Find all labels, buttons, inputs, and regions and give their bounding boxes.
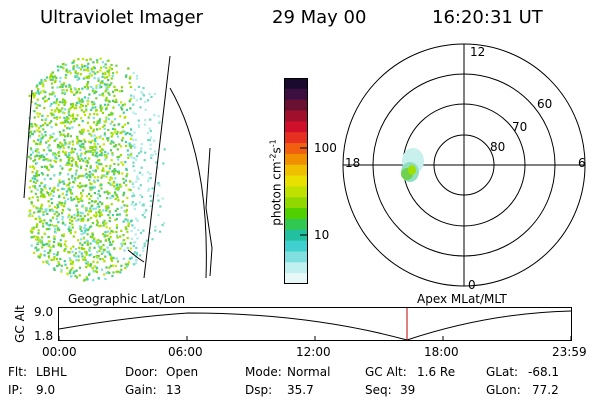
colorbar-swatch xyxy=(284,273,308,284)
instrument-title: Ultraviolet Imager xyxy=(40,7,203,28)
door-key: Door: xyxy=(125,365,158,379)
gc-alt-value: 1.6 Re xyxy=(417,365,456,379)
colorbar-swatch xyxy=(284,240,308,253)
colorbar-tick-label: 10 xyxy=(314,228,330,242)
gain-key: Gain: xyxy=(125,383,157,397)
dsp-value: 35.7 xyxy=(287,383,314,397)
lat-label-70: 70 xyxy=(512,120,528,134)
seq-key: Seq: xyxy=(365,383,392,397)
meridian-line xyxy=(169,87,207,279)
meridian-line xyxy=(143,55,171,279)
glon-value: 77.2 xyxy=(532,383,559,397)
glat-value: -68.1 xyxy=(528,365,560,379)
mode-key: Mode: xyxy=(245,365,282,379)
lat-label-80: 80 xyxy=(490,140,506,154)
geographic-image xyxy=(23,55,213,282)
colorbar-swatch xyxy=(284,121,308,133)
door-value: Open xyxy=(166,365,199,379)
altitude-axis-title: GC Alt xyxy=(13,305,27,343)
seq-value: 39 xyxy=(400,383,416,397)
filter-value: LBHL xyxy=(36,365,67,379)
meridian-line xyxy=(23,89,33,199)
altitude-timeline xyxy=(58,307,572,341)
colorbar-tick-label: 100 xyxy=(314,141,337,155)
time-tick-label: 23:59 xyxy=(552,345,587,359)
date-label: 29 May 00 xyxy=(272,7,367,28)
time-label: 16:20:31 UT xyxy=(432,7,543,28)
colorbar-swatch xyxy=(284,164,308,177)
altitude-curve xyxy=(58,310,572,341)
colorbar-swatch xyxy=(284,197,308,209)
colorbar-swatch xyxy=(284,132,308,144)
mode-value: Normal xyxy=(287,365,331,379)
polar-plot xyxy=(342,43,586,287)
colorbar-swatch xyxy=(284,218,308,231)
mlt-label-6: 6 xyxy=(578,156,586,170)
time-tick-label: 18:00 xyxy=(424,345,459,359)
colorbar-swatch xyxy=(284,251,308,263)
colorbar-swatch xyxy=(284,99,308,112)
colorbar-swatch xyxy=(284,208,308,220)
colorbar-swatch xyxy=(284,186,308,198)
time-tick-label: 00:00 xyxy=(42,345,77,359)
mlt-label-12: 12 xyxy=(470,45,486,59)
colorbar-swatch xyxy=(284,229,308,242)
coastline-line xyxy=(205,147,213,277)
geographic-label: Geographic Lat/Lon xyxy=(68,292,186,306)
colorbar-swatch xyxy=(284,262,308,274)
mlt-label-18: 18 xyxy=(345,156,361,170)
glon-key: GLon: xyxy=(486,383,521,397)
colorbar-swatch xyxy=(284,143,308,155)
colorbar xyxy=(284,78,308,284)
mlt-label-0: 0 xyxy=(468,278,476,292)
aurora-emission-field xyxy=(28,57,166,282)
ip-value: 9.0 xyxy=(36,383,56,397)
colorbar-swatch xyxy=(284,175,308,188)
ip-key: IP: xyxy=(8,383,23,397)
altitude-tick-label: 1.8 xyxy=(34,329,54,343)
colorbar-swatch xyxy=(284,110,308,122)
dsp-key: Dsp: xyxy=(245,383,273,397)
lat-label-60: 60 xyxy=(537,97,553,111)
gc-alt-key: GC Alt: xyxy=(365,365,407,379)
altitude-tick-label: 9.0 xyxy=(34,305,54,319)
time-tick-label: 12:00 xyxy=(296,345,331,359)
colorbar-swatch xyxy=(284,153,308,166)
colorbar-unit: photon cm-2s-1 xyxy=(268,139,284,226)
coastline-line xyxy=(127,249,145,263)
filter-key: Flt: xyxy=(8,365,27,379)
gain-value: 13 xyxy=(166,383,182,397)
time-tick-label: 06:00 xyxy=(168,345,203,359)
glat-key: GLat: xyxy=(486,365,519,379)
colorbar-swatch xyxy=(284,88,308,101)
aurora-spot xyxy=(401,148,424,182)
apex-label: Apex MLat/MLT xyxy=(417,292,507,306)
colorbar-swatch xyxy=(284,78,308,90)
